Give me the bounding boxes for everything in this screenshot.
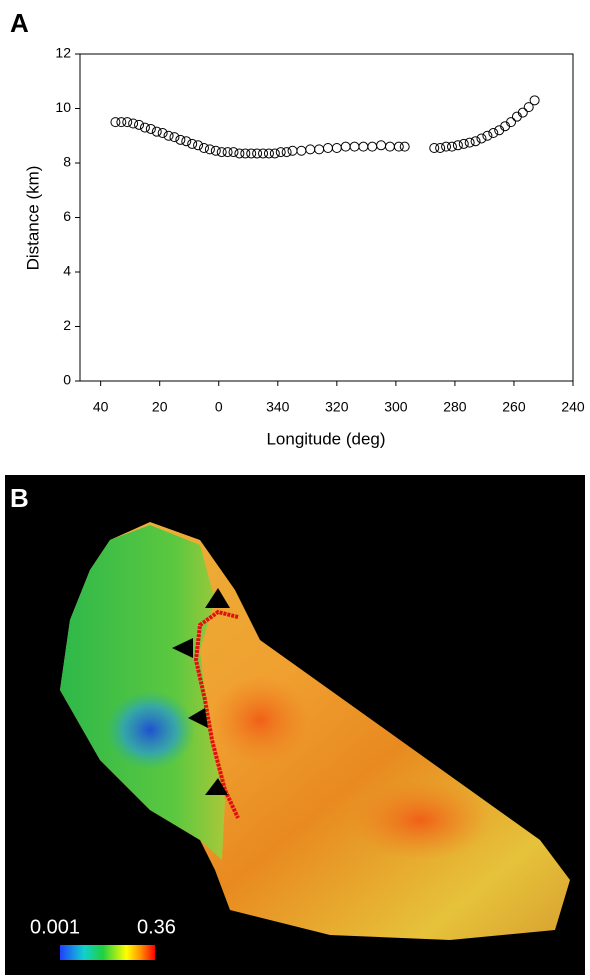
y-tick-label: 12 bbox=[55, 45, 71, 61]
data-point bbox=[158, 129, 167, 138]
data-point bbox=[199, 144, 208, 153]
data-point bbox=[447, 142, 456, 151]
colorbar bbox=[60, 945, 155, 960]
x-tick-label: 20 bbox=[152, 399, 168, 415]
data-point bbox=[377, 141, 386, 150]
data-point bbox=[205, 145, 214, 154]
data-point bbox=[123, 118, 132, 127]
plot-frame bbox=[80, 54, 573, 381]
data-point bbox=[135, 120, 144, 129]
y-axis-label: Distance (km) bbox=[23, 166, 42, 271]
data-point bbox=[152, 127, 161, 136]
data-point bbox=[477, 134, 486, 143]
data-point bbox=[453, 141, 462, 150]
x-tick-label: 320 bbox=[325, 399, 349, 415]
panel-b: B 0.001 0.36 bbox=[5, 475, 585, 975]
data-point bbox=[306, 145, 315, 154]
data-point bbox=[459, 139, 468, 148]
data-point bbox=[385, 142, 394, 151]
data-point bbox=[182, 137, 191, 146]
data-point bbox=[315, 145, 324, 154]
data-point bbox=[211, 146, 220, 155]
y-tick-label: 10 bbox=[55, 99, 71, 115]
orange-region bbox=[350, 780, 490, 860]
x-axis-label: Longitude (deg) bbox=[266, 429, 385, 448]
data-point bbox=[341, 142, 350, 151]
data-point bbox=[188, 139, 197, 148]
data-point bbox=[332, 144, 341, 153]
y-tick-label: 8 bbox=[63, 154, 71, 170]
data-point bbox=[270, 149, 279, 158]
y-tick-label: 0 bbox=[63, 372, 71, 388]
y-tick-label: 6 bbox=[63, 208, 71, 224]
data-point bbox=[465, 138, 474, 147]
data-point bbox=[297, 146, 306, 155]
x-tick-label: 40 bbox=[93, 399, 109, 415]
x-tick-label: 0 bbox=[215, 399, 223, 415]
data-point bbox=[323, 144, 332, 153]
data-point bbox=[146, 124, 155, 133]
data-point bbox=[282, 148, 291, 157]
data-point bbox=[140, 123, 149, 132]
data-point bbox=[436, 144, 445, 153]
data-point bbox=[530, 96, 539, 105]
data-point bbox=[176, 135, 185, 144]
colorbar-max: 0.36 bbox=[137, 916, 176, 938]
data-point bbox=[170, 133, 179, 142]
data-point bbox=[129, 119, 138, 128]
orange-region bbox=[210, 675, 310, 765]
colorbar-min: 0.001 bbox=[30, 916, 80, 938]
data-point bbox=[359, 142, 368, 151]
data-point bbox=[483, 131, 492, 140]
data-point bbox=[489, 129, 498, 138]
data-point bbox=[368, 142, 377, 151]
data-point bbox=[350, 142, 359, 151]
panel-label: A bbox=[10, 8, 29, 38]
data-point bbox=[194, 141, 203, 150]
x-tick-label: 280 bbox=[443, 399, 467, 415]
data-point bbox=[400, 142, 409, 151]
x-tick-label: 240 bbox=[561, 399, 585, 415]
y-tick-label: 4 bbox=[63, 263, 71, 279]
x-tick-label: 260 bbox=[502, 399, 526, 415]
data-point bbox=[164, 131, 173, 140]
blue-region bbox=[105, 690, 195, 770]
x-tick-label: 340 bbox=[266, 399, 290, 415]
data-point bbox=[288, 146, 297, 155]
data-point bbox=[229, 148, 238, 157]
data-point bbox=[471, 137, 480, 146]
x-tick-label: 300 bbox=[384, 399, 408, 415]
figure: A Longitude (deg) Distance (km) 0 2 4 6 8 10 1… bbox=[0, 0, 590, 975]
panel-a: A Longitude (deg) Distance (km) 0 2 4 6 8 10 1… bbox=[10, 8, 585, 449]
panel-label: B bbox=[10, 483, 29, 513]
y-tick-label: 2 bbox=[63, 317, 71, 333]
